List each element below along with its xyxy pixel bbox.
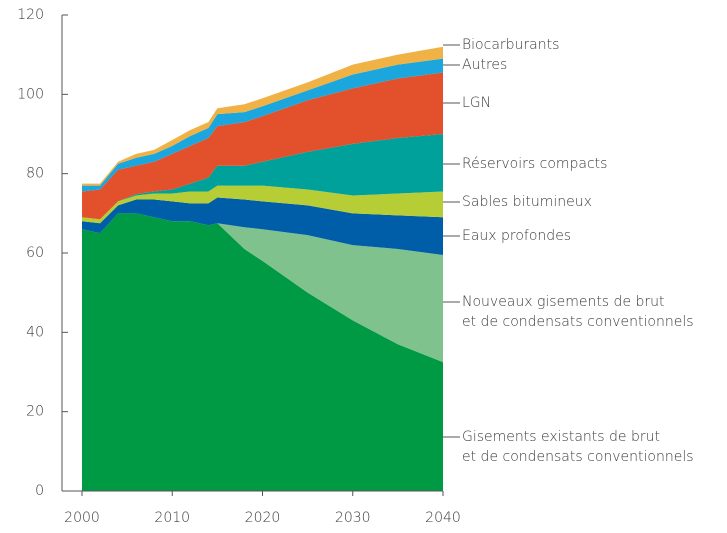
y-tick-label: 20 — [26, 404, 44, 420]
area — [82, 197, 443, 255]
legend-label-line: Gisements existants de brut — [462, 429, 660, 445]
x-tick-label: 2010 — [154, 510, 190, 526]
y-tick-label: 40 — [26, 324, 44, 340]
x-tick-label: 2020 — [245, 510, 281, 526]
area — [82, 213, 443, 363]
legend-label: Réservoirs compacts — [462, 156, 607, 172]
legend-label: LGN — [462, 95, 491, 111]
y-tick-label: 80 — [26, 166, 44, 182]
legend-label: Biocarburants — [462, 37, 559, 53]
area — [82, 213, 443, 492]
y-tick-label: 100 — [17, 86, 44, 102]
area — [82, 58, 443, 192]
area — [82, 134, 443, 220]
x-tick-label: 2030 — [335, 510, 371, 526]
x-tick-label: 2040 — [425, 510, 461, 526]
legend-label: Sables bitumineux — [462, 194, 592, 210]
legend-label-line: et de condensats conventionnels — [462, 449, 694, 465]
legend-label-line: et de condensats conventionnels — [462, 314, 694, 330]
area — [82, 46, 443, 186]
legend-label-line: Nouveaux gisements de brut — [462, 294, 665, 310]
y-tick-label: 60 — [26, 245, 44, 261]
y-tick-label: 0 — [35, 483, 44, 499]
area — [82, 72, 443, 220]
legend-label: Nouveaux gisements de brut et de condensa… — [462, 294, 694, 330]
legend-label: Eaux profondes — [462, 228, 571, 244]
legend-label: Gisements existants de brut et de condens… — [462, 429, 694, 465]
x-tick-label: 2000 — [64, 510, 100, 526]
y-tick-label: 120 — [17, 7, 44, 23]
area — [82, 185, 443, 224]
legend-label: Autres — [462, 57, 507, 73]
